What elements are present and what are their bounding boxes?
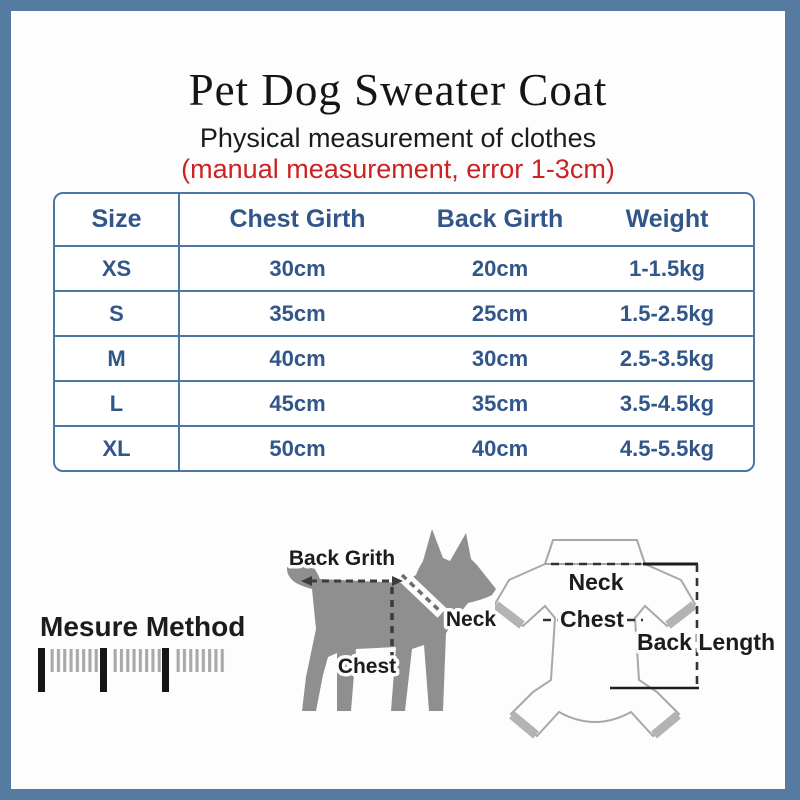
cell-weight: 1.5-2.5kg — [619, 300, 715, 326]
cell-size: XL — [55, 427, 180, 470]
cell-chest: 30cm — [269, 255, 326, 281]
dog-back-girth-label: Back Grith — [289, 547, 395, 570]
cell-back: 20cm — [471, 255, 529, 281]
table-row: M 40cm 30cm 2.5-3.5kg — [55, 335, 753, 380]
table-header-row: Size Chest Girth Back Girth Weight — [55, 194, 753, 245]
cell-size: XS — [55, 247, 180, 290]
cell-weight: 3.5-4.5kg — [619, 390, 715, 416]
ruler-icon — [38, 648, 226, 692]
cell-chest: 45cm — [269, 390, 326, 416]
sweater-back-length-label: Back Length — [637, 629, 775, 655]
cuff-band — [495, 601, 525, 629]
arrow-left-icon — [301, 576, 312, 586]
cell-chest: 35cm — [269, 300, 326, 326]
column-header-size: Size — [55, 194, 180, 245]
cell-chest: 40cm — [269, 345, 326, 371]
cell-size: L — [55, 382, 180, 425]
sweater-neck-label: Neck — [569, 569, 624, 595]
cell-weight: 4.5-5.5kg — [619, 435, 715, 461]
cell-size: S — [55, 292, 180, 335]
cell-weight: 2.5-3.5kg — [619, 345, 715, 371]
sweater-collar — [544, 539, 646, 565]
size-table: Size Chest Girth Back Girth Weight XS 30… — [53, 192, 755, 472]
cell-weight: 1-1.5kg — [629, 255, 705, 281]
measure-method-label: Mesure Method — [40, 611, 246, 642]
dog-chest-label: Chest — [338, 655, 396, 678]
cell-back: 40cm — [471, 435, 529, 461]
table-row: XS 30cm 20cm 1-1.5kg — [55, 245, 753, 290]
sweater-chest-label: Chest — [560, 606, 624, 632]
dog-measure-diagram: Back Grith Neck Chest — [285, 529, 500, 711]
cell-back: 35cm — [471, 390, 529, 416]
table-row: XL 50cm 40cm 4.5-5.5kg — [55, 425, 753, 470]
column-header-weight: Weight — [625, 205, 709, 233]
table-row: S 35cm 25cm 1.5-2.5kg — [55, 290, 753, 335]
page-title: Pet Dog Sweater Coat — [188, 65, 608, 115]
cell-size: M — [55, 337, 180, 380]
arrow-right-icon — [392, 576, 403, 586]
measurement-note: (manual measurement, error 1-3cm) — [181, 153, 615, 184]
column-header-back: Back Girth — [436, 205, 564, 233]
cell-back: 25cm — [471, 300, 529, 326]
column-header-chest: Chest Girth — [229, 205, 366, 233]
cell-back: 30cm — [471, 345, 529, 371]
sweater-outline-icon — [495, 563, 697, 738]
cuff-band — [665, 601, 697, 629]
content-area: Pet Dog Sweater Coat Physical measuremen… — [11, 11, 785, 789]
subtitle: Physical measurement of clothes — [199, 123, 597, 154]
cuff-band — [651, 711, 681, 739]
dog-neck-label: Neck — [446, 608, 497, 631]
cuff-band — [509, 711, 539, 739]
header: Pet Dog Sweater Coat Physical measuremen… — [11, 65, 785, 185]
neck-measure-line — [400, 573, 444, 615]
sweater-measure-diagram: Neck Chest Back Length — [495, 539, 779, 739]
table-row: L 45cm 35cm 3.5-4.5kg — [55, 380, 753, 425]
cell-chest: 50cm — [269, 435, 326, 461]
